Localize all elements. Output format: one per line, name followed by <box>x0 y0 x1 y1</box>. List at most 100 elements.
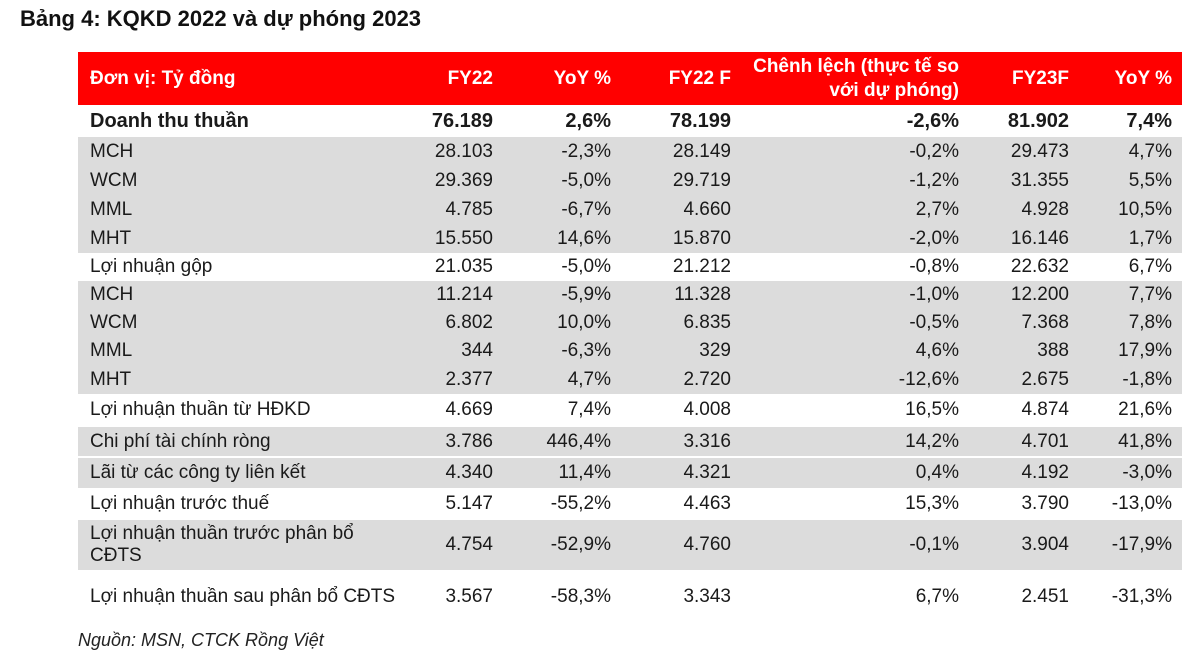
table-row: Lãi từ các công ty liên kết 4.340 11,4% … <box>78 456 1182 488</box>
row-label: Lợi nhuận gộp <box>90 256 213 277</box>
table-row: MCH 28.103 -2,3% 28.149 -0,2% 29.473 4,7… <box>78 137 1182 166</box>
cell-fy22-forecast: 21.212 <box>672 256 731 277</box>
cell-yoy-fy23f: -13,0% <box>1111 493 1172 514</box>
cell-yoy-fy22: 2,6% <box>565 110 611 132</box>
cell-yoy-fy22: 11,4% <box>503 456 621 488</box>
cell-fy23f: 4.701 <box>969 425 1079 457</box>
cell-fy22-forecast: 29.719 <box>621 166 741 195</box>
table-row: MHT 2.377 4,7% 2.720 -12,6% 2.675 -1,8% <box>78 365 1182 394</box>
cell-yoy-fy23f: 1,7% <box>1079 224 1182 253</box>
cell-fy22-forecast: 15.870 <box>621 224 741 253</box>
cell-fy22: 4.669 <box>445 398 493 420</box>
cell-fy22: 4.340 <box>408 456 503 488</box>
cell-difference: 4,6% <box>741 337 969 365</box>
table-row: WCM 29.369 -5,0% 29.719 -1,2% 31.355 5,5… <box>78 166 1182 195</box>
header-fy23f: FY23F <box>1011 67 1069 89</box>
table-row: MHT 15.550 14,6% 15.870 -2,0% 16.146 1,7… <box>78 224 1182 253</box>
cell-fy23f: 2.675 <box>969 365 1079 394</box>
cell-yoy-fy23f: 10,5% <box>1079 195 1182 224</box>
cell-yoy-fy23f: 41,8% <box>1079 425 1182 457</box>
table-row: Lợi nhuận trước thuế 5.147 -55,2% 4.463 … <box>78 488 1182 520</box>
cell-difference: 16,5% <box>905 398 959 420</box>
cell-fy22-forecast: 4.008 <box>683 398 731 420</box>
row-label: MML <box>78 195 408 224</box>
cell-fy22: 29.369 <box>408 166 503 195</box>
cell-fy22: 21.035 <box>434 256 493 277</box>
cell-fy23f: 29.473 <box>969 137 1079 166</box>
row-label: MHT <box>78 224 408 253</box>
cell-difference: 0,4% <box>741 456 969 488</box>
cell-fy23f: 4.192 <box>969 456 1079 488</box>
header-yoy-fy23f: YoY % <box>1114 67 1172 89</box>
cell-fy22: 15.550 <box>408 224 503 253</box>
header-unit: Đơn vị: Tỷ đồng <box>90 67 236 89</box>
cell-fy22-forecast: 2.720 <box>621 365 741 394</box>
cell-fy22-forecast: 11.328 <box>621 281 741 309</box>
row-label: Lãi từ các công ty liên kết <box>78 456 408 488</box>
cell-fy22-forecast: 4.660 <box>621 195 741 224</box>
cell-yoy-fy22: -2,3% <box>503 137 621 166</box>
cell-fy22: 3.567 <box>445 586 493 607</box>
row-label: Doanh thu thuần <box>90 110 249 132</box>
cell-fy23f: 3.790 <box>1021 493 1069 514</box>
table-row: Lợi nhuận thuần trước phân bổ CĐTS 4.754… <box>78 520 1182 570</box>
cell-fy23f: 4.874 <box>1021 398 1069 420</box>
cell-fy22: 5.147 <box>445 493 493 514</box>
cell-fy22-forecast: 4.321 <box>621 456 741 488</box>
cell-yoy-fy23f: 5,5% <box>1079 166 1182 195</box>
header-difference-line1: Chênh lệch (thực tế so <box>753 55 959 77</box>
cell-difference: -0,2% <box>741 137 969 166</box>
row-label: Lợi nhuận thuần từ HĐKD <box>90 398 311 420</box>
cell-yoy-fy22: -52,9% <box>503 520 621 570</box>
cell-yoy-fy23f: 7,8% <box>1079 309 1182 337</box>
cell-fy22: 4.785 <box>408 195 503 224</box>
cell-fy23f: 16.146 <box>969 224 1079 253</box>
table-title: Bảng 4: KQKD 2022 và dự phóng 2023 <box>20 6 422 31</box>
row-label: MML <box>78 337 408 365</box>
cell-yoy-fy23f: 7,7% <box>1079 281 1182 309</box>
table-row: Chi phí tài chính ròng 3.786 446,4% 3.31… <box>78 425 1182 457</box>
source-note: Nguồn: MSN, CTCK Rồng Việt <box>78 630 324 650</box>
cell-yoy-fy22: -5,0% <box>503 166 621 195</box>
cell-difference: 2,7% <box>741 195 969 224</box>
header-difference-line2: với dự phóng) <box>829 79 959 101</box>
cell-difference: -0,5% <box>741 309 969 337</box>
cell-fy22: 344 <box>408 337 503 365</box>
row-label: MCH <box>78 137 408 166</box>
cell-fy22: 76.189 <box>431 110 493 132</box>
cell-yoy-fy23f: -1,8% <box>1079 365 1182 394</box>
cell-yoy-fy22: -6,7% <box>503 195 621 224</box>
cell-difference: -1,2% <box>741 166 969 195</box>
cell-yoy-fy22: -58,3% <box>550 586 611 607</box>
table-row: MCH 11.214 -5,9% 11.328 -1,0% 12.200 7,7… <box>78 281 1182 309</box>
cell-difference: 6,7% <box>915 586 959 607</box>
cell-fy22-forecast: 3.316 <box>621 425 741 457</box>
cell-difference: 14,2% <box>741 425 969 457</box>
cell-fy23f: 7.368 <box>969 309 1079 337</box>
cell-yoy-fy23f: 21,6% <box>1118 398 1172 420</box>
cell-fy23f: 2.451 <box>1021 586 1069 607</box>
cell-yoy-fy22: -55,2% <box>550 493 611 514</box>
cell-fy22-forecast: 4.463 <box>683 493 731 514</box>
cell-difference: -1,0% <box>741 281 969 309</box>
table-row: Lợi nhuận thuần sau phân bổ CĐTS 3.567 -… <box>78 570 1182 624</box>
cell-fy22: 4.754 <box>408 520 503 570</box>
cell-yoy-fy22: 446,4% <box>503 425 621 457</box>
cell-yoy-fy22: -5,0% <box>561 256 611 277</box>
header-difference: Chênh lệch (thực tế so với dự phóng) <box>741 52 969 105</box>
cell-difference: 15,3% <box>905 493 959 514</box>
table-row: WCM 6.802 10,0% 6.835 -0,5% 7.368 7,8% <box>78 309 1182 337</box>
cell-difference: -0,8% <box>909 256 959 277</box>
header-yoy-fy22: YoY % <box>553 67 611 89</box>
cell-yoy-fy23f: 4,7% <box>1079 137 1182 166</box>
cell-yoy-fy22: 10,0% <box>503 309 621 337</box>
table-row: Doanh thu thuần 76.189 2,6% 78.199 -2,6%… <box>78 105 1182 137</box>
cell-yoy-fy22: -5,9% <box>503 281 621 309</box>
cell-fy23f: 3.904 <box>969 520 1079 570</box>
row-label: Lợi nhuận thuần trước phân bổ CĐTS <box>78 520 408 570</box>
cell-difference: -0,1% <box>741 520 969 570</box>
header-fy22-forecast: FY22 F <box>668 67 731 89</box>
cell-fy23f: 81.902 <box>1007 110 1069 132</box>
cell-yoy-fy23f: 6,7% <box>1128 256 1172 277</box>
table-row: MML 344 -6,3% 329 4,6% 388 17,9% <box>78 337 1182 365</box>
